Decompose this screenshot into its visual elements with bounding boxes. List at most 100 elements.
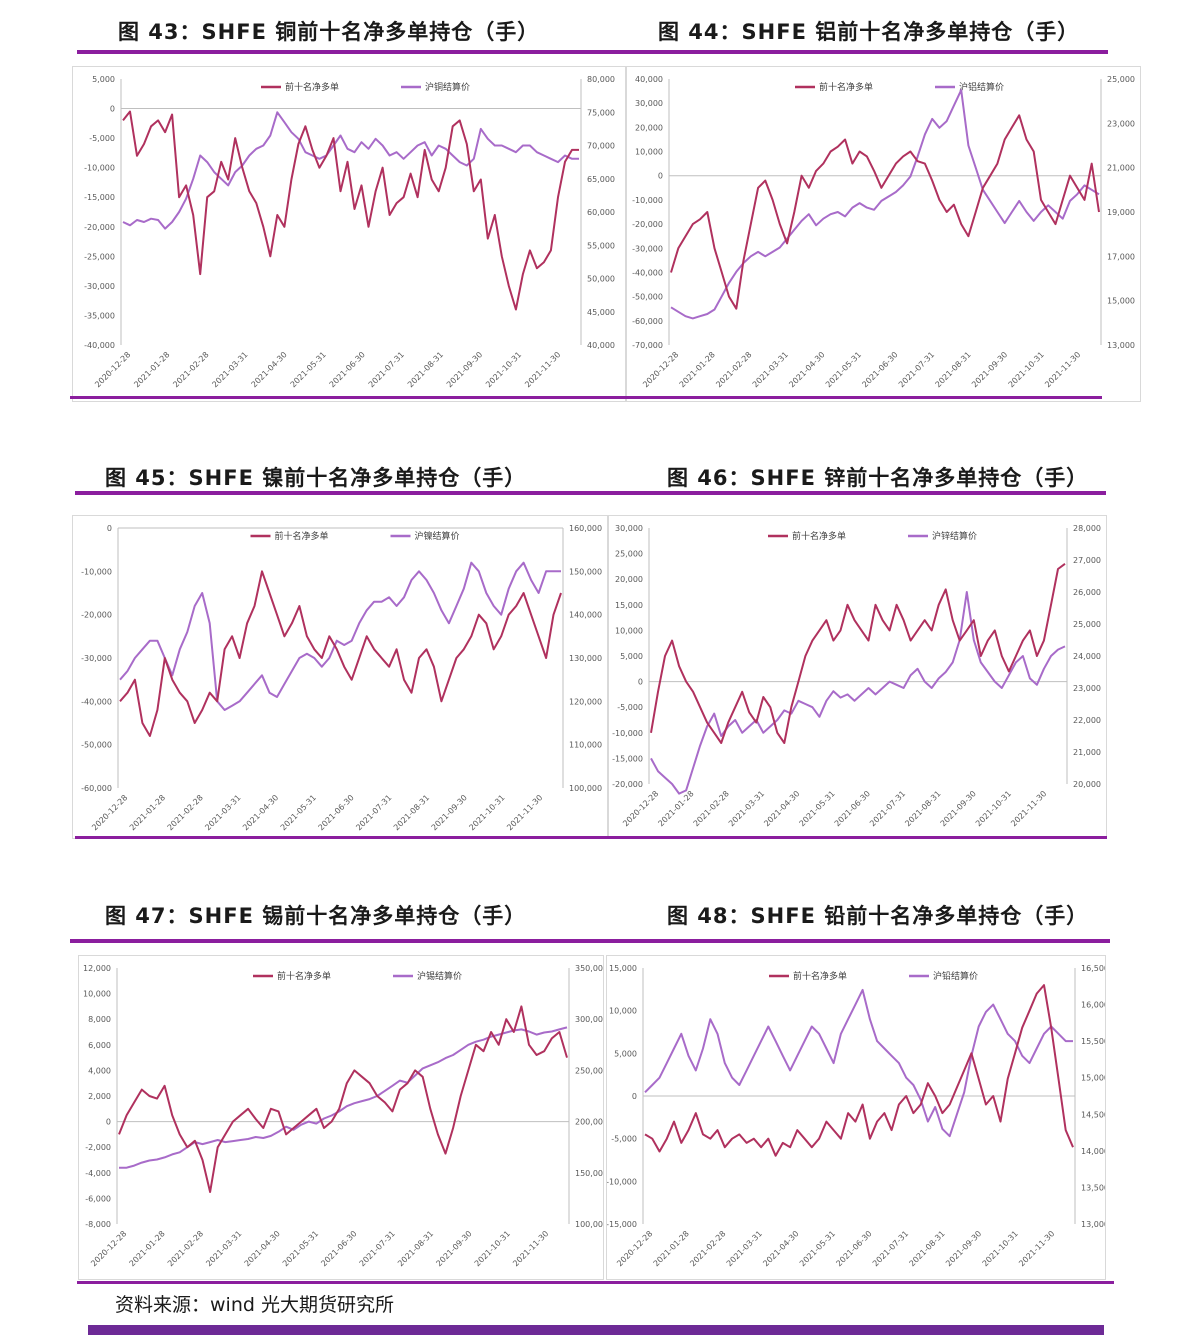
- left-tick-label: -60,000: [632, 317, 663, 326]
- bottom-rule: [75, 836, 1107, 839]
- x-tick-label: 2021-10-31: [981, 1229, 1020, 1268]
- right-tick-label: 21,000: [1107, 164, 1135, 173]
- left-tick-label: 0: [632, 1092, 637, 1101]
- x-tick-label: 2020-12-28: [90, 793, 129, 832]
- right-tick-label: 65,000: [587, 175, 615, 184]
- x-tick-label: 2021-09-30: [944, 1229, 983, 1268]
- x-tick-label: 2021-01-28: [656, 789, 695, 828]
- left-tick-label: 0: [638, 678, 643, 687]
- right-tick-label: 45,000: [587, 308, 615, 317]
- x-tick-label: 2020-12-28: [641, 350, 680, 389]
- right-tick-label: 20,000: [1073, 780, 1101, 789]
- right-tick-label: 16,000: [1081, 1001, 1105, 1010]
- x-tick-label: 2021-07-31: [897, 350, 936, 389]
- left-tick-label: 6,000: [88, 1041, 111, 1050]
- legend-label: 沪镍结算价: [415, 530, 460, 542]
- x-tick-label: 2021-11-30: [511, 1229, 550, 1268]
- x-tick-label: 2021-04-30: [761, 1229, 800, 1268]
- left-tick-label: 5,000: [92, 75, 115, 84]
- legend-label: 前十名净多单: [819, 81, 873, 93]
- x-tick-label: 2021-06-30: [317, 793, 356, 832]
- bottom-rule: [77, 1281, 1114, 1284]
- left-tick-label: -40,000: [81, 697, 112, 706]
- chart-title-43: 图 43：SHFE 铜前十名净多单持仓（手）: [118, 20, 540, 44]
- chart-44: 40,000 30,000 20,000 10,000 0 -10,000 -20,000 -…: [632, 75, 1135, 389]
- chart-title-46: 图 46：SHFE 锌前十名净多单持仓（手）: [667, 466, 1089, 490]
- x-tick-label: 2020-12-28: [615, 1229, 654, 1268]
- legend-label: 前十名净多单: [275, 530, 329, 542]
- x-tick-label: 2021-06-30: [833, 789, 872, 828]
- left-tick-label: -10,000: [84, 164, 115, 173]
- x-tick-label: 2020-12-28: [93, 350, 132, 389]
- right-tick-label: 13,000: [1107, 341, 1135, 350]
- right-tick-label: 250,000: [575, 1066, 603, 1075]
- left-tick-label: -30,000: [84, 282, 115, 291]
- x-tick-label: 2021-09-30: [445, 350, 484, 389]
- right-tick-label: 100,000: [575, 1220, 603, 1229]
- chart-panel-47: 12,000 10,000 8,000 6,000 4,000 2,000 0 -2,000 -…: [78, 955, 604, 1280]
- left-tick-label: 25,000: [615, 550, 643, 559]
- x-tick-label: 2021-08-31: [406, 350, 445, 389]
- right-tick-label: 140,000: [569, 611, 602, 620]
- x-tick-label: 2021-08-31: [903, 789, 942, 828]
- left-tick-label: -5,000: [611, 1135, 637, 1144]
- left-tick-label: 12,000: [83, 964, 111, 973]
- right-tick-label: 120,000: [569, 697, 602, 706]
- legend-label: 沪铜结算价: [425, 81, 470, 93]
- x-tick-label: 2021-04-30: [243, 1229, 282, 1268]
- x-tick-label: 2021-10-31: [1007, 350, 1046, 389]
- series-line-net-long: [644, 984, 1074, 1157]
- x-tick-label: 2021-05-31: [289, 350, 328, 389]
- left-tick-label: -50,000: [81, 741, 112, 750]
- x-tick-label: 2021-06-30: [328, 350, 367, 389]
- left-tick-label: -20,000: [81, 611, 112, 620]
- x-tick-label: 2021-07-31: [868, 789, 907, 828]
- left-tick-label: 30,000: [615, 524, 643, 533]
- right-tick-label: 15,000: [1081, 1074, 1105, 1083]
- left-tick-label: -20,000: [84, 223, 115, 232]
- left-tick-label: 0: [658, 172, 663, 181]
- left-tick-label: 8,000: [88, 1015, 111, 1024]
- right-tick-label: 26,000: [1073, 588, 1101, 597]
- right-tick-label: 150,000: [569, 567, 602, 576]
- chart-panel-43: 5,000 0 -5,000 -10,000 -15,000 -20,000 -25,000…: [72, 66, 626, 402]
- chart-panel-45: 0 -10,000 -20,000 -30,000 -40,000 -50,000 -60,…: [72, 515, 608, 839]
- series-line-settle-price: [670, 89, 1100, 320]
- left-tick-label: -15,000: [84, 193, 115, 202]
- x-tick-label: 2021-02-28: [166, 1229, 205, 1268]
- x-tick-label: 2021-04-30: [250, 350, 289, 389]
- left-tick-label: 15,000: [609, 964, 637, 973]
- x-tick-label: 2021-09-30: [430, 793, 469, 832]
- right-tick-label: 22,000: [1073, 716, 1101, 725]
- left-tick-label: -40,000: [84, 341, 115, 350]
- right-tick-label: 15,000: [1107, 297, 1135, 306]
- x-tick-label: 2021-06-30: [834, 1229, 873, 1268]
- right-tick-label: 350,000: [575, 964, 603, 973]
- x-tick-label: 2021-02-28: [714, 350, 753, 389]
- left-tick-label: 40,000: [635, 75, 663, 84]
- x-tick-label: 2021-08-31: [908, 1229, 947, 1268]
- right-tick-label: 14,500: [1081, 1110, 1105, 1119]
- x-tick-label: 2021-10-31: [473, 1229, 512, 1268]
- right-tick-label: 70,000: [587, 142, 615, 151]
- x-tick-label: 2021-07-31: [367, 350, 406, 389]
- x-tick-label: 2021-05-31: [798, 1229, 837, 1268]
- legend-label: 沪铅结算价: [933, 970, 978, 982]
- x-tick-label: 2021-11-30: [1009, 789, 1048, 828]
- legend-label: 沪锌结算价: [932, 530, 977, 542]
- x-tick-label: 2021-07-31: [358, 1229, 397, 1268]
- chart-title-47: 图 47：SHFE 锡前十名净多单持仓（手）: [105, 904, 527, 928]
- title-rule: [75, 491, 1106, 495]
- legend-label: 前十名净多单: [792, 530, 846, 542]
- left-tick-label: -10,000: [612, 729, 643, 738]
- series-line-settle-price: [122, 111, 579, 230]
- left-tick-label: -6,000: [85, 1194, 111, 1203]
- left-tick-label: -5,000: [617, 703, 643, 712]
- left-tick-label: -10,000: [81, 567, 112, 576]
- left-tick-label: 10,000: [609, 1007, 637, 1016]
- chart-title-45: 图 45：SHFE 镍前十名净多单持仓（手）: [105, 466, 527, 490]
- legend-label: 前十名净多单: [277, 970, 331, 982]
- series-line-net-long: [119, 570, 562, 737]
- x-tick-label: 2021-01-28: [678, 350, 717, 389]
- left-tick-label: -25,000: [84, 252, 115, 261]
